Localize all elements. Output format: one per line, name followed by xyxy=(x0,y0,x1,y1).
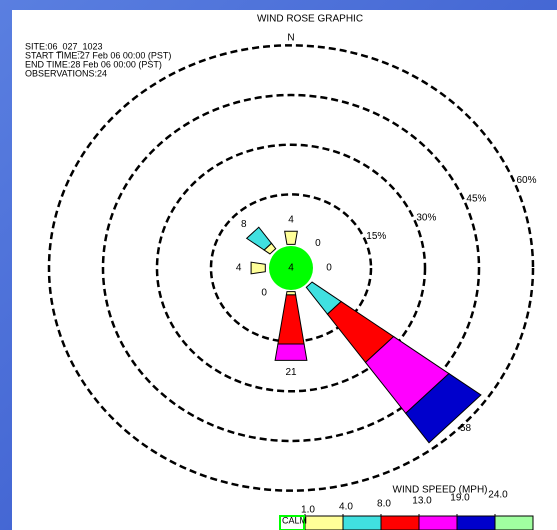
legend-swatch xyxy=(304,515,344,530)
calm-value: 4 xyxy=(288,263,294,274)
direction-total: 0 xyxy=(326,263,332,274)
direction-total: 0 xyxy=(261,287,267,298)
legend-tick-label: 4.0 xyxy=(339,502,353,513)
direction-total: 4 xyxy=(236,263,242,274)
ring-label: 60% xyxy=(516,175,536,186)
direction-total: 4 xyxy=(288,214,294,225)
direction-total: 21 xyxy=(285,367,297,378)
ring-label: 15% xyxy=(366,231,386,242)
ring xyxy=(209,193,373,343)
legend-swatch xyxy=(456,515,496,530)
legend-tick-label: 1.0 xyxy=(301,505,315,516)
legend-title: WIND SPEED (MPH) xyxy=(393,485,488,496)
direction-total: 0 xyxy=(315,238,321,249)
legend-tick-label: 13.0 xyxy=(412,496,432,507)
ring-label: 30% xyxy=(416,212,436,223)
direction-total: 58 xyxy=(460,423,472,434)
legend-tick-label: 8.0 xyxy=(377,499,391,510)
info-line: SITE:06_027_1023 xyxy=(25,41,103,51)
petal-segment xyxy=(274,343,308,361)
direction-label: N xyxy=(287,33,294,44)
calm-circle xyxy=(269,246,313,290)
legend-tick-label: 24.0 xyxy=(488,490,508,501)
legend-swatch xyxy=(494,515,534,530)
info-line: END TIME:28 Feb 06 00:00 (PST) xyxy=(25,59,162,69)
petal-segment xyxy=(284,230,298,245)
petal-segment xyxy=(250,261,266,275)
ring-label: 45% xyxy=(466,194,486,205)
legend-swatch xyxy=(418,515,458,530)
legend-swatch xyxy=(380,515,420,530)
ring xyxy=(47,44,535,492)
chart-title: WIND ROSE GRAPHIC xyxy=(257,14,363,25)
ring xyxy=(155,143,427,393)
calm-label: CALM xyxy=(282,515,307,525)
info-line: OBSERVATIONS:24 xyxy=(25,68,107,78)
legend-tick-label: 19.0 xyxy=(450,493,470,504)
legend-swatch xyxy=(342,515,382,530)
direction-total: 8 xyxy=(241,219,247,230)
ring xyxy=(101,93,481,443)
calm-swatch xyxy=(279,515,305,530)
info-line: START TIME:27 Feb 06 00:00 (PST) xyxy=(25,50,171,60)
